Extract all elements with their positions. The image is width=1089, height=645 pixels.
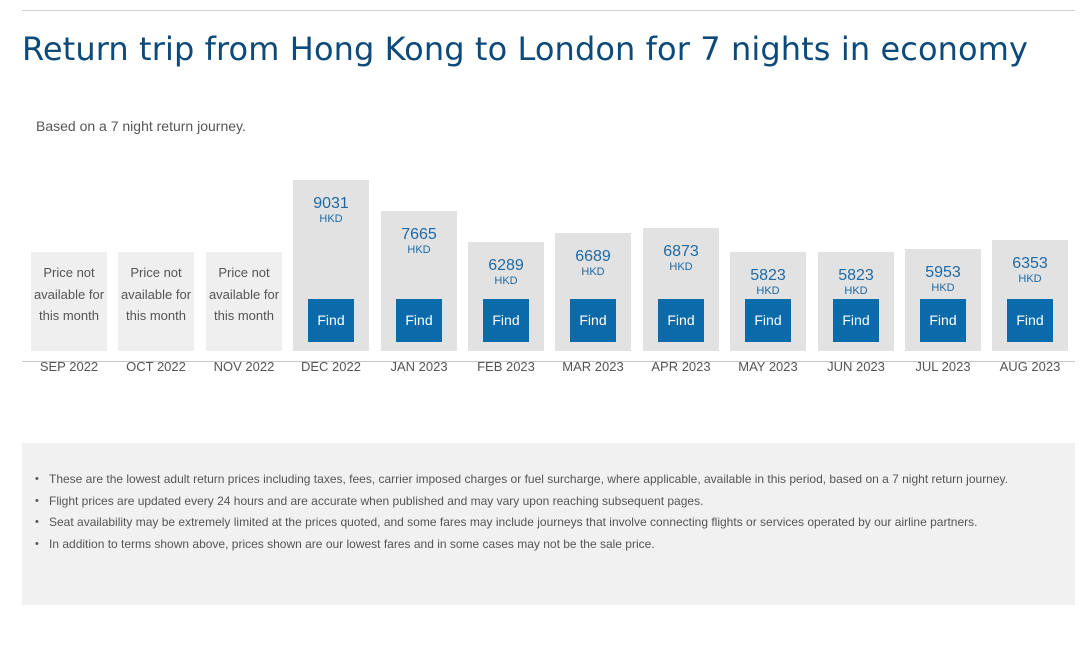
price-unavailable-line: available for bbox=[208, 286, 280, 302]
month-column: Price not available for this month bbox=[31, 0, 107, 351]
find-button[interactable]: Find bbox=[483, 299, 529, 342]
currency-label: HKD bbox=[319, 213, 343, 225]
unavailable-bar: Price not available for this month bbox=[118, 252, 194, 351]
price-value: 6353 bbox=[1012, 255, 1048, 272]
price-bar: 9031 HKD Find bbox=[293, 180, 369, 351]
price-bar: 5823 HKD Find bbox=[818, 252, 894, 351]
price-bar: 6689 HKD Find bbox=[555, 233, 631, 351]
fare-notes-panel: These are the lowest adult return prices… bbox=[22, 443, 1075, 605]
price-value: 7665 bbox=[401, 226, 437, 243]
currency-label: HKD bbox=[931, 282, 955, 294]
currency-label: HKD bbox=[407, 244, 431, 256]
price-unavailable-line: this month bbox=[39, 308, 99, 323]
month-column: 6689 HKD Find bbox=[555, 0, 631, 351]
month-label: APR 2023 bbox=[651, 359, 711, 374]
find-button[interactable]: Find bbox=[1007, 299, 1053, 342]
price-unavailable-text: Price not available for this month bbox=[118, 262, 194, 327]
month-label: NOV 2022 bbox=[213, 359, 275, 374]
price-bar: 6873 HKD Find bbox=[643, 228, 719, 351]
month-column: Price not available for this month bbox=[206, 0, 282, 351]
currency-label: HKD bbox=[581, 266, 605, 278]
price-value: 6689 bbox=[575, 248, 611, 265]
price-value: 5823 bbox=[838, 267, 874, 284]
price-unavailable-line: Price not bbox=[43, 265, 95, 280]
currency-label: HKD bbox=[1018, 273, 1042, 285]
find-button[interactable]: Find bbox=[920, 299, 966, 342]
month-label: JUL 2023 bbox=[915, 359, 971, 374]
price-bar: 5953 HKD Find bbox=[905, 249, 981, 351]
price-unavailable-line: this month bbox=[126, 308, 186, 323]
fare-note: In addition to terms shown above, prices… bbox=[35, 534, 1039, 556]
price-value: 6873 bbox=[663, 243, 699, 260]
price-value: 6289 bbox=[488, 257, 524, 274]
price-unavailable-line: Price not bbox=[130, 265, 182, 280]
month-label: JAN 2023 bbox=[390, 359, 448, 374]
fare-note: Seat availability may be extremely limit… bbox=[35, 512, 1039, 534]
currency-label: HKD bbox=[844, 285, 868, 297]
x-axis-line bbox=[22, 361, 1075, 362]
price-unavailable-line: available for bbox=[120, 286, 192, 302]
page-title: Return trip from Hong Kong to London for… bbox=[22, 30, 1029, 68]
month-label: MAY 2023 bbox=[738, 359, 798, 374]
unavailable-bar: Price not available for this month bbox=[206, 252, 282, 351]
price-unavailable-text: Price not available for this month bbox=[31, 262, 107, 327]
find-button[interactable]: Find bbox=[658, 299, 704, 342]
currency-label: HKD bbox=[756, 285, 780, 297]
find-button[interactable]: Find bbox=[308, 299, 354, 342]
fare-notes-list: These are the lowest adult return prices… bbox=[35, 469, 1039, 556]
month-label: MAR 2023 bbox=[562, 359, 624, 374]
find-button[interactable]: Find bbox=[745, 299, 791, 342]
price-unavailable-line: this month bbox=[214, 308, 274, 323]
find-button[interactable]: Find bbox=[396, 299, 442, 342]
fare-note: These are the lowest adult return prices… bbox=[35, 469, 1039, 491]
month-label: DEC 2022 bbox=[301, 359, 361, 374]
currency-label: HKD bbox=[669, 261, 693, 273]
chart-subtitle: Based on a 7 night return journey. bbox=[36, 118, 246, 134]
month-column: 6353 HKD Find bbox=[992, 0, 1068, 351]
price-value: 9031 bbox=[313, 195, 349, 212]
price-unavailable-line: Price not bbox=[218, 265, 270, 280]
month-column: 5823 HKD Find bbox=[818, 0, 894, 351]
unavailable-bar: Price not available for this month bbox=[31, 252, 107, 351]
price-unavailable-text: Price not available for this month bbox=[206, 262, 282, 327]
top-divider bbox=[22, 10, 1075, 11]
price-bar: 6289 HKD Find bbox=[468, 242, 544, 351]
month-column: 6289 HKD Find bbox=[468, 0, 544, 351]
price-bar: 5823 HKD Find bbox=[730, 252, 806, 351]
price-bar: 7665 HKD Find bbox=[381, 211, 457, 351]
price-value: 5823 bbox=[750, 267, 786, 284]
find-button[interactable]: Find bbox=[833, 299, 879, 342]
month-column: 9031 HKD Find bbox=[293, 0, 369, 351]
fare-chart: Price not available for this month SEP 2022… bbox=[22, 0, 1075, 374]
month-label: SEP 2022 bbox=[39, 359, 99, 374]
fare-note: Flight prices are updated every 24 hours… bbox=[35, 491, 1039, 513]
month-column: 5953 HKD Find bbox=[905, 0, 981, 351]
month-label: JUN 2023 bbox=[827, 359, 885, 374]
price-value: 5953 bbox=[925, 264, 961, 281]
month-column: 7665 HKD Find bbox=[381, 0, 457, 351]
month-column: 5823 HKD Find bbox=[730, 0, 806, 351]
month-label: FEB 2023 bbox=[477, 359, 535, 374]
find-button[interactable]: Find bbox=[570, 299, 616, 342]
month-label: AUG 2023 bbox=[999, 359, 1061, 374]
month-label: OCT 2022 bbox=[126, 359, 186, 374]
price-unavailable-line: available for bbox=[33, 286, 105, 302]
price-bar: 6353 HKD Find bbox=[992, 240, 1068, 351]
currency-label: HKD bbox=[494, 275, 518, 287]
month-column: Price not available for this month bbox=[118, 0, 194, 351]
month-column: 6873 HKD Find bbox=[643, 0, 719, 351]
